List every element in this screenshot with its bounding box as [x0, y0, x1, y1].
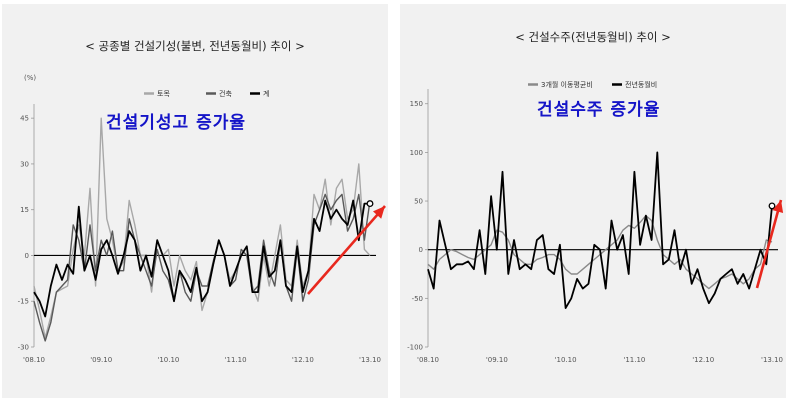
y-tick-label: -50	[412, 295, 423, 303]
x-tick-label: '12.10	[292, 356, 314, 364]
trend-arrow-shaft	[307, 205, 386, 295]
x-tick-label: '12.10	[692, 356, 714, 364]
x-tick-label: '09.10	[486, 356, 508, 364]
y-tick-label: 30	[20, 160, 29, 168]
y-tick-label: 15	[20, 206, 29, 214]
annotation-label: 건설수주 증가율	[537, 100, 660, 120]
legend-label: 3개월 이동평균비	[541, 80, 593, 89]
x-tick-label: '13.10	[359, 356, 381, 364]
y-unit-label: (%)	[24, 74, 36, 82]
y-tick-label: -100	[407, 344, 423, 352]
series-line-1	[427, 151, 773, 310]
x-tick-label: '10.10	[555, 356, 577, 364]
y-tick-label: -15	[18, 298, 29, 306]
x-tick-label: '10.10	[157, 356, 179, 364]
series-end-marker	[768, 202, 776, 210]
y-tick-label: 100	[410, 149, 423, 157]
trend-arrow-head	[772, 200, 784, 213]
legend-label: 계	[263, 89, 269, 98]
right-chart-panel: < 건설수주(전년동월비) 추이 > 150 100 50 0 -50 -100 '08.10…	[400, 4, 786, 398]
y-tick-label: 0	[419, 246, 423, 254]
left-chart-panel: < 공종별 건설기성(불변, 전년동월비) 추이 > (%) 45 30 15 0 -15 -…	[2, 4, 388, 398]
series-line-0	[33, 117, 371, 339]
chart-title: < 공종별 건설기성(불변, 전년동월비) 추이 >	[85, 39, 304, 53]
x-tick-label: '09.10	[90, 356, 112, 364]
x-tick-label: '11.10	[623, 356, 645, 364]
chart-title: < 건설수주(전년동월비) 추이 >	[515, 30, 671, 44]
x-tick-label: '08.10	[23, 356, 45, 364]
y-tick-label: 50	[414, 198, 423, 206]
series-end-marker	[366, 200, 374, 208]
x-tick-label: '08.10	[417, 356, 439, 364]
annotation-label: 건설기성고 증가율	[106, 113, 246, 133]
y-tick-label: 45	[20, 115, 29, 123]
legend-label: 토목	[157, 90, 170, 98]
legend-label: 건축	[219, 89, 232, 98]
y-tick-label: -30	[18, 344, 29, 352]
construction-output-chart: < 공종별 건설기성(불변, 전년동월비) 추이 > (%) 45 30 15 0 -15 -…	[18, 39, 386, 364]
series-line-2	[33, 199, 370, 318]
trend-arrow-shaft	[755, 199, 783, 289]
y-tick-label: 0	[25, 252, 29, 260]
legend-label: 전년동월비	[625, 80, 657, 89]
y-tick-label: 150	[410, 100, 423, 108]
trend-arrow-head	[373, 206, 385, 219]
x-tick-label: '11.10	[225, 356, 247, 364]
x-tick-label: '13.10	[761, 356, 783, 364]
construction-orders-chart: < 건설수주(전년동월비) 추이 > 150 100 50 0 -50 -100 '08.10…	[407, 30, 784, 364]
